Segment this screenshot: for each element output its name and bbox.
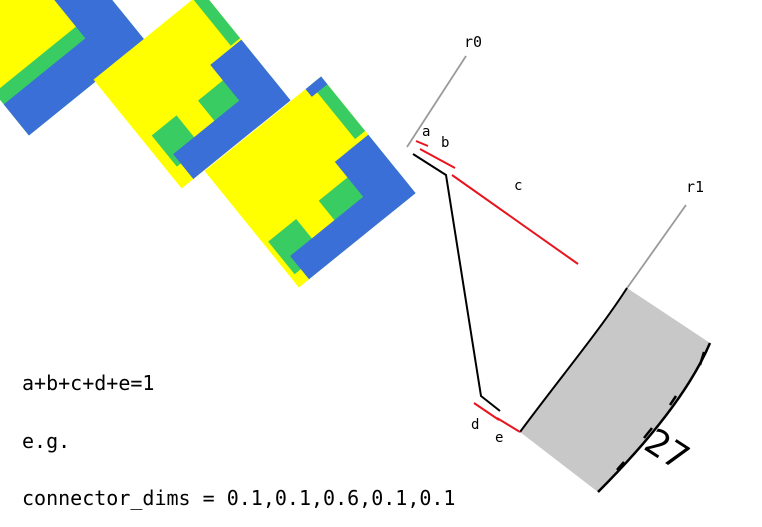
- ray-r0-line: [406, 55, 467, 148]
- segment-d-line: [473, 402, 500, 421]
- label-d: d: [471, 417, 479, 433]
- gray-block: [519, 287, 712, 493]
- ray-r1-line: [624, 204, 687, 292]
- segment-c-line: [451, 174, 579, 265]
- label-a: a: [422, 124, 430, 140]
- label-r1: r1: [686, 178, 704, 196]
- segment-e-line: [496, 417, 521, 433]
- segment-b-line: [419, 148, 456, 169]
- label-r0: r0: [464, 33, 482, 51]
- connector-dims-caption: connector_dims = 0.1,0.1,0.6,0.1,0.1: [22, 486, 456, 510]
- tile-1: [0, 0, 146, 136]
- connector-path: [412, 153, 501, 412]
- tile-2: [93, 0, 291, 189]
- segment-a-line: [415, 140, 429, 147]
- tile-3: [204, 76, 416, 288]
- formula-caption: a+b+c+d+e=1: [22, 371, 155, 395]
- label-c: c: [514, 178, 522, 194]
- label-b: b: [441, 135, 449, 151]
- example-caption: e.g.: [22, 429, 71, 453]
- label-e: e: [495, 430, 503, 446]
